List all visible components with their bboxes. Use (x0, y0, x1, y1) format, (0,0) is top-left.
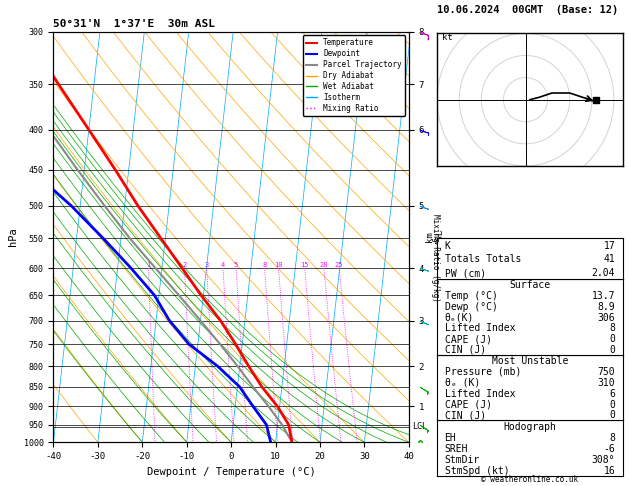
Text: 2.04: 2.04 (592, 268, 615, 278)
Text: K: K (445, 241, 450, 251)
Text: 306: 306 (598, 312, 615, 323)
Text: kt: kt (442, 33, 452, 42)
Text: © weatheronline.co.uk: © weatheronline.co.uk (481, 474, 579, 484)
Text: 13.7: 13.7 (592, 291, 615, 301)
Text: 25: 25 (335, 262, 343, 268)
Text: -6: -6 (604, 444, 615, 454)
Text: Lifted Index: Lifted Index (445, 389, 515, 399)
Text: θₑ(K): θₑ(K) (445, 312, 474, 323)
Text: PW (cm): PW (cm) (445, 268, 486, 278)
Text: θₑ (K): θₑ (K) (445, 378, 480, 388)
Text: 5: 5 (234, 262, 238, 268)
Text: 750: 750 (598, 367, 615, 377)
Text: 8: 8 (610, 433, 615, 443)
X-axis label: Dewpoint / Temperature (°C): Dewpoint / Temperature (°C) (147, 467, 316, 477)
Text: Temp (°C): Temp (°C) (445, 291, 498, 301)
Text: 0: 0 (610, 345, 615, 355)
Text: 8: 8 (610, 323, 615, 333)
Text: CAPE (J): CAPE (J) (445, 399, 492, 410)
Text: 8: 8 (262, 262, 267, 268)
Text: 41: 41 (604, 255, 615, 264)
Text: 10: 10 (274, 262, 283, 268)
Text: 15: 15 (301, 262, 309, 268)
Text: 8.9: 8.9 (598, 302, 615, 312)
Text: 1: 1 (147, 262, 150, 268)
Text: SREH: SREH (445, 444, 468, 454)
Text: Hodograph: Hodograph (503, 421, 557, 432)
Text: StmSpd (kt): StmSpd (kt) (445, 466, 509, 476)
Text: 0: 0 (610, 399, 615, 410)
Y-axis label: hPa: hPa (8, 227, 18, 246)
Text: 3: 3 (204, 262, 209, 268)
Text: 50°31'N  1°37'E  30m ASL: 50°31'N 1°37'E 30m ASL (53, 19, 216, 29)
Text: 0: 0 (610, 411, 615, 420)
Text: 16: 16 (604, 466, 615, 476)
Text: StmDir: StmDir (445, 455, 480, 465)
Text: 4: 4 (221, 262, 225, 268)
Text: 20: 20 (320, 262, 328, 268)
Text: 17: 17 (604, 241, 615, 251)
Text: Pressure (mb): Pressure (mb) (445, 367, 521, 377)
Text: 0: 0 (610, 334, 615, 344)
Text: Most Unstable: Most Unstable (492, 356, 568, 366)
Legend: Temperature, Dewpoint, Parcel Trajectory, Dry Adiabat, Wet Adiabat, Isotherm, Mi: Temperature, Dewpoint, Parcel Trajectory… (303, 35, 405, 116)
Text: Mixing Ratio (g/kg): Mixing Ratio (g/kg) (431, 213, 440, 301)
Text: Totals Totals: Totals Totals (445, 255, 521, 264)
Text: 2: 2 (182, 262, 187, 268)
Y-axis label: km
ASL: km ASL (425, 229, 445, 245)
Text: CIN (J): CIN (J) (445, 411, 486, 420)
Text: 310: 310 (598, 378, 615, 388)
Text: Dewp (°C): Dewp (°C) (445, 302, 498, 312)
Text: Lifted Index: Lifted Index (445, 323, 515, 333)
Text: 10.06.2024  00GMT  (Base: 12): 10.06.2024 00GMT (Base: 12) (437, 5, 618, 15)
Text: EH: EH (445, 433, 456, 443)
Text: 6: 6 (610, 389, 615, 399)
Text: CIN (J): CIN (J) (445, 345, 486, 355)
Text: LCL: LCL (413, 422, 427, 431)
Text: CAPE (J): CAPE (J) (445, 334, 492, 344)
Text: Surface: Surface (509, 280, 550, 290)
Text: 308°: 308° (592, 455, 615, 465)
